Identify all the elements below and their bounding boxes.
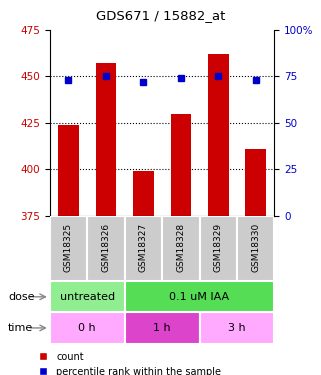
Bar bbox=[50, 216, 87, 281]
Text: GSM18330: GSM18330 bbox=[251, 222, 260, 272]
Text: time: time bbox=[8, 323, 33, 333]
Bar bbox=[208, 54, 229, 216]
Bar bbox=[125, 281, 274, 312]
Text: GSM18325: GSM18325 bbox=[64, 223, 73, 272]
Text: GSM18327: GSM18327 bbox=[139, 223, 148, 272]
Bar bbox=[87, 216, 125, 281]
Bar bbox=[96, 63, 116, 216]
Bar bbox=[133, 171, 154, 216]
Text: GSM18326: GSM18326 bbox=[101, 223, 110, 272]
Text: dose: dose bbox=[8, 292, 35, 302]
Bar bbox=[50, 281, 125, 312]
Bar bbox=[50, 312, 125, 344]
Bar bbox=[125, 216, 162, 281]
Text: GSM18329: GSM18329 bbox=[214, 223, 223, 272]
Bar bbox=[200, 312, 274, 344]
Bar bbox=[200, 216, 237, 281]
Bar bbox=[162, 216, 200, 281]
Text: 3 h: 3 h bbox=[228, 323, 246, 333]
Text: GDS671 / 15882_at: GDS671 / 15882_at bbox=[96, 9, 225, 22]
Text: 1 h: 1 h bbox=[153, 323, 171, 333]
Text: 0 h: 0 h bbox=[78, 323, 96, 333]
Text: 0.1 uM IAA: 0.1 uM IAA bbox=[169, 292, 230, 302]
Text: untreated: untreated bbox=[60, 292, 115, 302]
Text: GSM18328: GSM18328 bbox=[176, 223, 185, 272]
Bar bbox=[246, 149, 266, 216]
Bar bbox=[170, 114, 191, 216]
Bar bbox=[58, 124, 79, 216]
Bar bbox=[237, 216, 274, 281]
Legend: count, percentile rank within the sample: count, percentile rank within the sample bbox=[39, 352, 221, 375]
Bar bbox=[125, 312, 200, 344]
